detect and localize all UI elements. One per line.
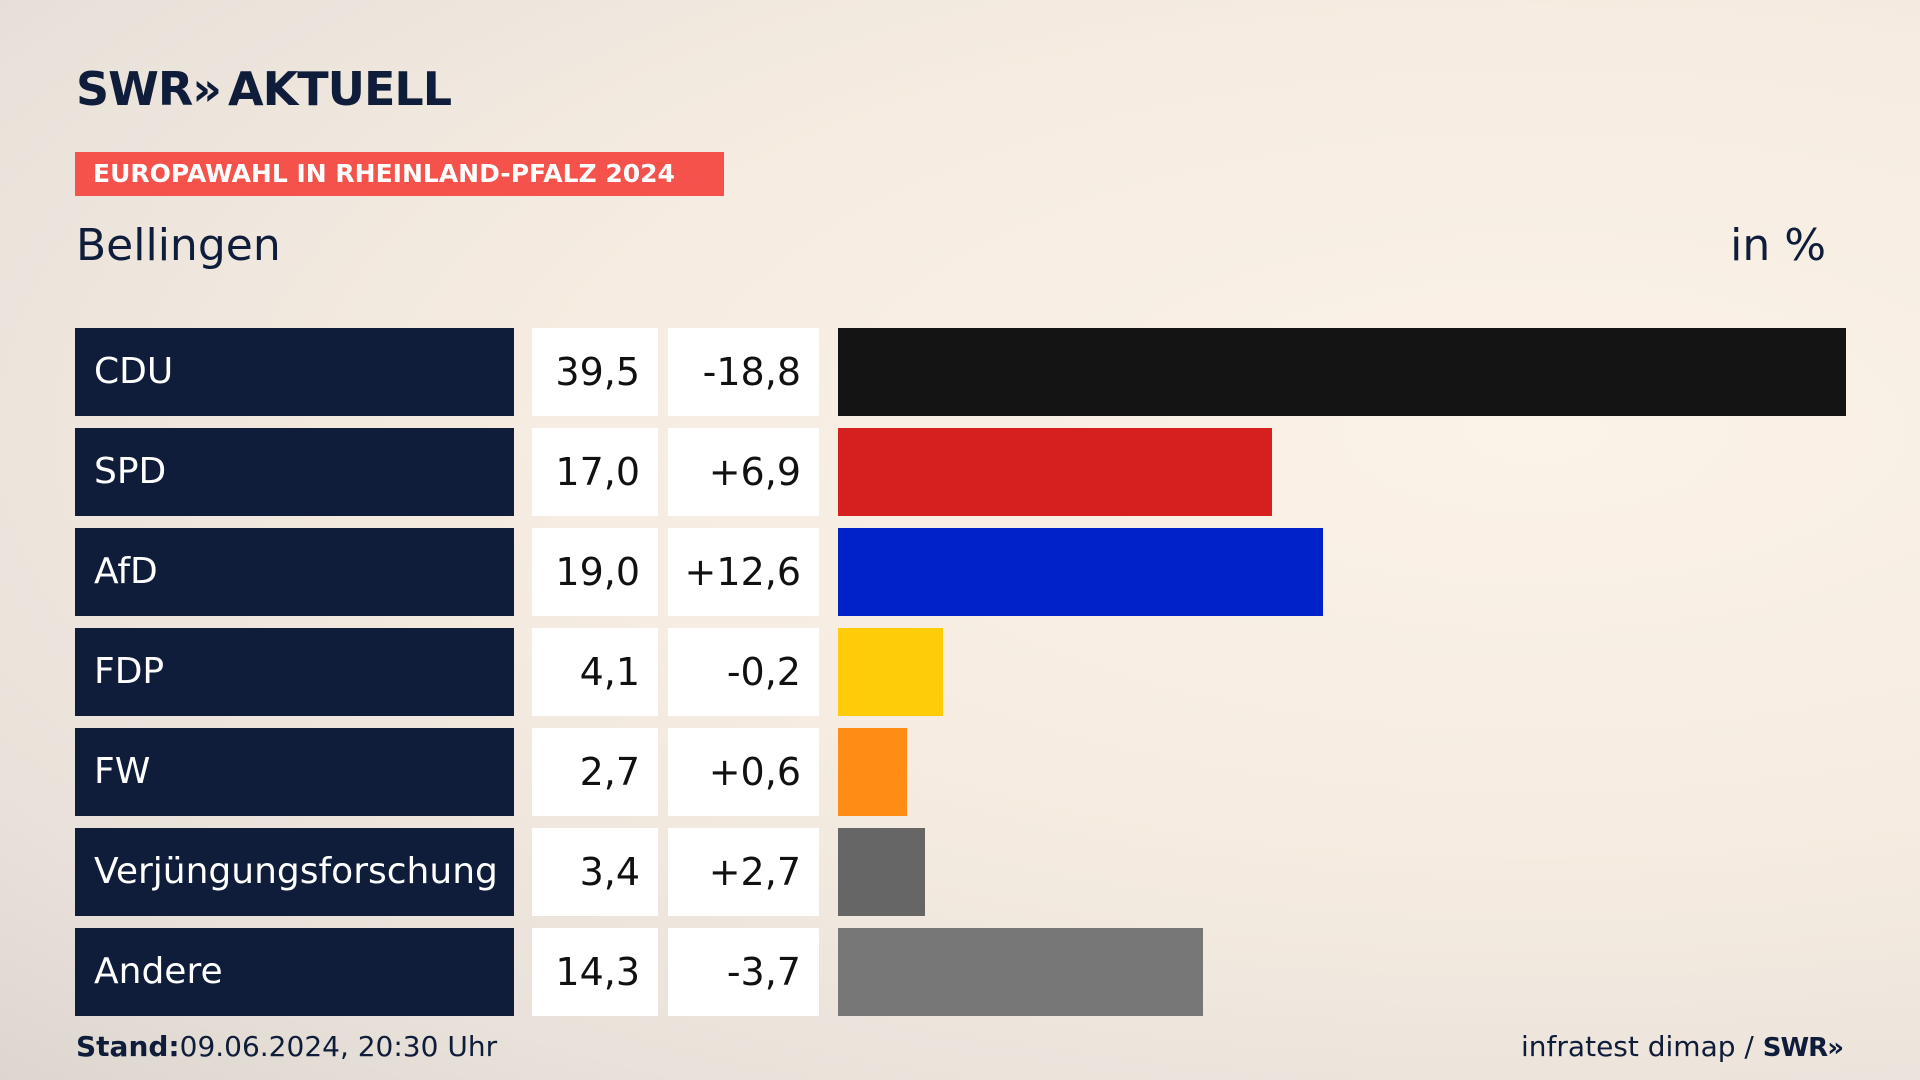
election-banner: EUROPAWAHL IN RHEINLAND-PFALZ 2024 (75, 152, 724, 196)
vote-change-value: +2,7 (668, 828, 819, 916)
party-name: AfD (75, 528, 514, 616)
party-name: Verjüngungsforschung (75, 828, 514, 916)
vote-share-bar (838, 728, 907, 816)
vote-share-value: 2,7 (532, 728, 658, 816)
vote-share-value: 19,0 (532, 528, 658, 616)
vote-share-value: 3,4 (532, 828, 658, 916)
party-name: FW (75, 728, 514, 816)
vote-change-value: -0,2 (668, 628, 819, 716)
party-row: AfD 19,0 +12,6 (0, 528, 1920, 616)
logo-swr: SWR (76, 62, 193, 116)
vote-share-value: 14,3 (532, 928, 658, 1016)
party-row: Verjüngungsforschung 3,4 +2,7 (0, 828, 1920, 916)
vote-share-value: 4,1 (532, 628, 658, 716)
stand-label: Stand: (76, 1030, 180, 1063)
vote-share-value: 17,0 (532, 428, 658, 516)
unit-label: in % (1730, 220, 1826, 271)
party-row: FDP 4,1 -0,2 (0, 628, 1920, 716)
party-name: CDU (75, 328, 514, 416)
logo-aktuell: AKTUELL (228, 62, 452, 116)
vote-share-bar (838, 528, 1323, 616)
swr-mini-logo: SWR» (1762, 1033, 1844, 1063)
party-name: Andere (75, 928, 514, 1016)
vote-share-bar (838, 428, 1272, 516)
region-title: Bellingen (76, 220, 281, 271)
vote-change-value: +12,6 (668, 528, 819, 616)
party-row: Andere 14,3 -3,7 (0, 928, 1920, 1016)
vote-share-bar (838, 628, 943, 716)
source-text: infratest dimap / (1521, 1030, 1754, 1063)
party-row: FW 2,7 +0,6 (0, 728, 1920, 816)
vote-change-value: -3,7 (668, 928, 819, 1016)
party-row: SPD 17,0 +6,9 (0, 428, 1920, 516)
timestamp: Stand:09.06.2024, 20:30 Uhr (76, 1030, 497, 1063)
logo-chevron-icon: » (192, 62, 222, 116)
vote-share-value: 39,5 (532, 328, 658, 416)
stand-value: 09.06.2024, 20:30 Uhr (179, 1030, 498, 1063)
vote-share-bar (838, 328, 1846, 416)
swr-aktuell-logo: SWR» AKTUELL (76, 62, 452, 116)
party-name: SPD (75, 428, 514, 516)
source-credit: infratest dimap / SWR» (1521, 1030, 1844, 1063)
vote-share-bar (838, 828, 925, 916)
vote-change-value: -18,8 (668, 328, 819, 416)
vote-change-value: +6,9 (668, 428, 819, 516)
vote-change-value: +0,6 (668, 728, 819, 816)
vote-share-bar (838, 928, 1203, 1016)
party-row: CDU 39,5 -18,8 (0, 328, 1920, 416)
party-name: FDP (75, 628, 514, 716)
